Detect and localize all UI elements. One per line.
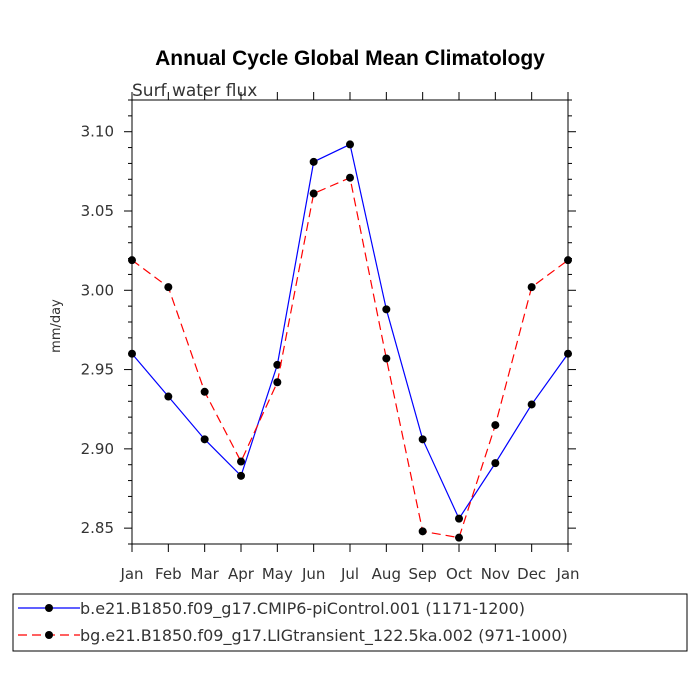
series-line-2 [131,176,569,539]
data-point [346,173,354,182]
chart-title: Annual Cycle Global Mean Climatology [155,47,545,70]
data-point [346,140,354,149]
x-tick-label: Mar [191,565,220,583]
x-tick-label: Aug [372,565,401,583]
data-point [418,435,427,444]
x-tick-label: Jul [340,565,359,583]
tick-labels: Jan Feb Mar Apr May Jun Jul Aug Sep Oct Nov Dec Jan 2… [81,123,580,583]
data-point [128,349,136,358]
data-point [382,305,391,314]
x-tick-label: Apr [228,565,255,583]
data-point [237,457,245,466]
y-tick-label: 2.90 [81,440,114,458]
x-tick-label: Jun [301,565,325,583]
data-point [418,527,427,536]
data-point [382,354,391,363]
x-tick-label: Dec [517,565,546,583]
x-tick-label: Oct [446,565,472,583]
y-tick-label: 2.85 [81,519,114,537]
data-point [273,378,282,387]
data-point [527,400,536,409]
series-line-1 [131,143,569,520]
data-point [527,283,536,292]
data-point [237,471,245,480]
y-tick-label: 3.00 [81,281,114,299]
axis-ticks [124,92,576,552]
legend-marker [45,604,53,612]
data-point [455,514,463,523]
data-point [200,387,209,396]
data-point [273,360,282,369]
legend-marker [45,631,53,639]
y-axis-label: mm/day [49,299,64,353]
data-point [491,421,500,430]
data-point [309,157,318,166]
x-tick-label: Sep [409,565,437,583]
chart-subtitle: Surf water flux [132,81,257,101]
data-point [164,392,173,401]
data-point [309,189,318,198]
x-tick-label: Jan [119,565,143,583]
y-tick-label: 3.10 [81,123,114,141]
data-point [564,256,572,265]
x-tick-label: May [262,565,293,583]
data-point [491,459,500,468]
legend: b.e21.B1850.f09_g17.CMIP6-piControl.001 … [12,593,688,652]
x-tick-label: Nov [481,565,510,583]
series-layer [128,140,572,542]
data-point [128,256,136,265]
legend-entry: b.e21.B1850.f09_g17.CMIP6-piControl.001 … [80,599,525,619]
data-point [164,283,173,292]
legend-entry: bg.e21.B1850.f09_g17.LIGtransient_122.5k… [80,626,568,646]
data-point [200,435,209,444]
data-point [564,349,572,358]
legend-box [12,593,688,652]
data-point [455,533,463,542]
x-tick-label: Feb [155,565,182,583]
x-tick-label: Jan [555,565,579,583]
y-tick-label: 2.95 [81,361,114,379]
y-tick-label: 3.05 [81,202,114,220]
plot-frame [131,99,569,545]
